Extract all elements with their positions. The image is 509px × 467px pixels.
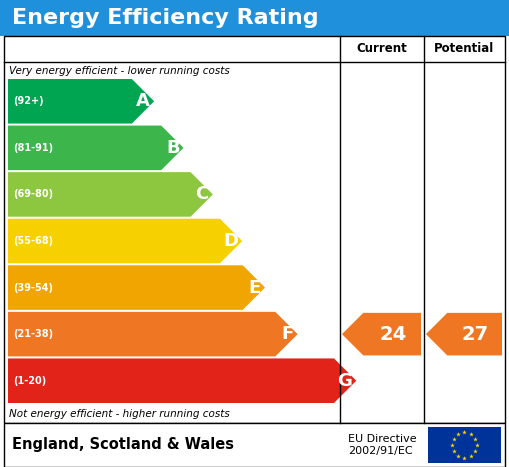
Bar <box>428 427 501 463</box>
Polygon shape <box>8 79 154 124</box>
Text: Current: Current <box>357 42 407 56</box>
Bar <box>4 36 505 423</box>
Polygon shape <box>8 219 242 263</box>
Bar <box>0 0 509 36</box>
Text: (81-91): (81-91) <box>13 143 53 153</box>
Polygon shape <box>426 313 502 355</box>
Text: (39-54): (39-54) <box>13 283 53 292</box>
Polygon shape <box>8 172 213 217</box>
Text: 24: 24 <box>379 325 406 344</box>
Text: 2002/91/EC: 2002/91/EC <box>348 446 413 456</box>
Polygon shape <box>8 265 265 310</box>
Text: B: B <box>166 139 180 157</box>
Text: E: E <box>249 279 261 297</box>
Text: (69-80): (69-80) <box>13 190 53 199</box>
Text: EU Directive: EU Directive <box>348 434 417 444</box>
Text: Potential: Potential <box>434 42 495 56</box>
Text: (1-20): (1-20) <box>13 376 46 386</box>
Text: A: A <box>136 92 150 110</box>
Text: D: D <box>223 232 238 250</box>
Text: G: G <box>337 372 352 390</box>
Text: F: F <box>281 325 294 343</box>
Text: (92+): (92+) <box>13 96 44 106</box>
Polygon shape <box>8 126 184 170</box>
Text: England, Scotland & Wales: England, Scotland & Wales <box>12 438 234 453</box>
Polygon shape <box>8 312 298 356</box>
Polygon shape <box>342 313 421 355</box>
Polygon shape <box>8 359 356 403</box>
Text: Not energy efficient - higher running costs: Not energy efficient - higher running co… <box>9 409 230 419</box>
Text: (21-38): (21-38) <box>13 329 53 339</box>
Text: (55-68): (55-68) <box>13 236 53 246</box>
Text: C: C <box>195 185 209 204</box>
Text: 27: 27 <box>462 325 489 344</box>
Text: Very energy efficient - lower running costs: Very energy efficient - lower running co… <box>9 65 230 76</box>
Bar <box>4 423 505 467</box>
Text: Energy Efficiency Rating: Energy Efficiency Rating <box>12 8 319 28</box>
